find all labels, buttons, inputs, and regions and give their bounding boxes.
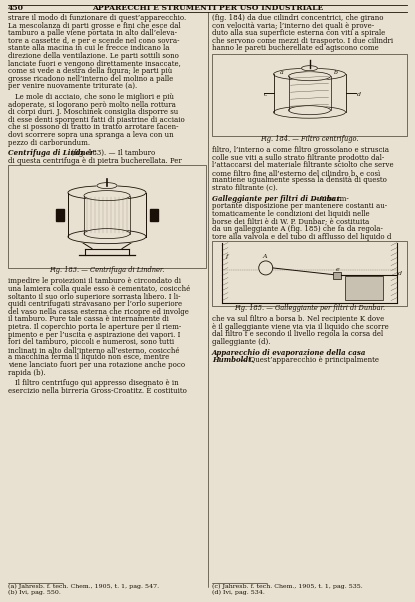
Text: per venire nuovamente triturate (a).: per venire nuovamente triturate (a). [8, 82, 137, 90]
Text: Fig. 185. — Galleggiante per filtri di Dunbar.: Fig. 185. — Galleggiante per filtri di D… [234, 304, 385, 312]
Bar [212, 54, 407, 137]
Text: quidi centrifugati stravasano per l’orlo superiore: quidi centrifugati stravasano per l’orlo… [8, 300, 182, 308]
Text: di esse denti sporgenti fatti di piastrine di acciaio: di esse denti sporgenti fatti di piastri… [8, 116, 185, 124]
Text: pimento e per l’uscita e aspirazione dei vapori. I: pimento e per l’uscita e aspirazione dei… [8, 330, 181, 339]
Text: una lamiera colla quale esso è cementato, cosicché: una lamiera colla quale esso è cementato… [8, 285, 190, 293]
Text: A: A [263, 254, 267, 259]
Text: il tamburo. Pure tale cassa è internamente di: il tamburo. Pure tale cassa è internamen… [8, 315, 169, 323]
Text: a: a [279, 70, 283, 75]
Text: adoperate, si logorano però molto nella rottura: adoperate, si logorano però molto nella … [8, 101, 176, 108]
Text: esercizio nella birreria Gross-Croatitz. È costituito: esercizio nella birreria Gross-Croatitz.… [8, 387, 187, 395]
Text: dal filtro f e secondo il livello regola la corsa del: dal filtro f e secondo il livello regola… [212, 330, 383, 338]
Ellipse shape [288, 72, 330, 81]
Text: duto alla sua superficie esterna con viti a spirale: duto alla sua superficie esterna con vit… [212, 29, 385, 37]
Text: b: b [334, 70, 337, 75]
Text: hanno le pareti bucherellate ed agiscono come: hanno le pareti bucherellate ed agiscono… [212, 45, 379, 52]
Text: Le mole di acciaio, che sono le migliori e più: Le mole di acciaio, che sono le migliori… [8, 93, 174, 101]
Text: borse dei filtri è di W. P. Dunbar; è costituita: borse dei filtri è di W. P. Dunbar; è co… [212, 217, 369, 225]
Text: Fig. 183. — Centrifuga di Lindner.: Fig. 183. — Centrifuga di Lindner. [49, 267, 165, 275]
Text: che si possono di tratto in tratto arrotare facen-: che si possono di tratto in tratto arrot… [8, 123, 178, 131]
Ellipse shape [68, 229, 146, 244]
Ellipse shape [288, 106, 330, 115]
Text: come filtro fine all’esterno del cilindro b, e così: come filtro fine all’esterno del cilindr… [212, 169, 380, 177]
Text: direzione della ventilazione. Le parti sottili sono: direzione della ventilazione. Le parti s… [8, 52, 179, 60]
Text: è il galleggiante viene via via il liquido che scorre: è il galleggiante viene via via il liqui… [212, 323, 389, 331]
Text: colle sue viti a sullo strato filtrante prodotto dal-: colle sue viti a sullo strato filtrante … [212, 154, 384, 161]
Text: d: d [398, 271, 402, 276]
Text: pietra. Il coperchio porta le aperture per il riem-: pietra. Il coperchio porta le aperture p… [8, 323, 181, 331]
Text: strare il modo di funzionare di quest’apparecchio.: strare il modo di funzionare di quest’ap… [8, 14, 186, 22]
Text: Il filtro centrifugo qui appresso disegnato è in: Il filtro centrifugo qui appresso disegn… [8, 379, 178, 387]
Text: grosse ricadono nell’interno del molino a palle: grosse ricadono nell’interno del molino … [8, 75, 173, 83]
Text: galleggiante (d).: galleggiante (d). [212, 338, 271, 346]
Text: 450: 450 [8, 4, 24, 11]
Bar [8, 166, 206, 268]
Text: — Una im-: — Una im- [309, 194, 349, 203]
Bar [150, 209, 158, 221]
Text: da un galleggiante A (fig. 185) che fa da regola-: da un galleggiante A (fig. 185) che fa d… [212, 225, 383, 233]
Text: Humboldt.: Humboldt. [212, 356, 254, 364]
Text: (c) Jahresb. f. tech. Chem., 1905, t. 1, pag. 535.: (c) Jahresb. f. tech. Chem., 1905, t. 1,… [212, 584, 363, 589]
Ellipse shape [68, 185, 146, 200]
Text: del vaso nella cassa esterna che ricopre ed involge: del vaso nella cassa esterna che ricopre… [8, 308, 189, 316]
Text: f: f [225, 254, 227, 259]
Text: (b) Ivi, pag. 550.: (b) Ivi, pag. 550. [8, 590, 61, 595]
Text: filtro, l’interno a come filtro grossolano e struscia: filtro, l’interno a come filtro grossola… [212, 146, 389, 154]
Text: come si vede a destra della figura; le parti più: come si vede a destra della figura; le p… [8, 67, 172, 75]
Text: La mescolanza di parti grosse e fini che esce dal: La mescolanza di parti grosse e fini che… [8, 22, 181, 29]
Text: K: K [361, 285, 366, 290]
Text: strato filtrante (c).: strato filtrante (c). [212, 184, 278, 192]
Bar [333, 272, 341, 279]
Text: APPARECCHI E STRUMENTI PER USO INDUSTRIALE: APPARECCHI E STRUMENTI PER USO INDUSTRIA… [92, 4, 323, 11]
Text: dovi scorrere sopra una spranga a leva con un: dovi scorrere sopra una spranga a leva c… [8, 131, 173, 139]
Text: l’attaccarsi del materiale filtrante sciolto che serve: l’attaccarsi del materiale filtrante sci… [212, 161, 393, 169]
Text: c: c [264, 92, 267, 97]
Ellipse shape [273, 68, 346, 80]
Ellipse shape [302, 66, 317, 70]
Text: portante disposizione per mantenere costanti au-: portante disposizione per mantenere cost… [212, 202, 387, 210]
Text: che va sul filtro a borsa b. Nel recipiente K dove: che va sul filtro a borsa b. Nel recipie… [212, 315, 384, 323]
Text: impedire le proiezioni il tamburo è circondato di: impedire le proiezioni il tamburo è circ… [8, 278, 181, 285]
Text: di corpi duri. J. Moschinek consiglia disporre su: di corpi duri. J. Moschinek consiglia di… [8, 108, 178, 116]
Text: Galleggiante per filtri di Dunbar.: Galleggiante per filtri di Dunbar. [212, 194, 342, 203]
Text: a macchina ferma il liquido non esce, mentre: a macchina ferma il liquido non esce, me… [8, 353, 169, 361]
Text: fori del tamburo, piccoli e numerosi, sono tutti: fori del tamburo, piccoli e numerosi, so… [8, 338, 174, 346]
Text: Apparecchio di evaporazione della casa: Apparecchio di evaporazione della casa [212, 349, 366, 356]
Text: inclinati in alto dall’interno all’esterno, cosicché: inclinati in alto dall’interno all’ester… [8, 346, 180, 354]
Text: e: e [336, 267, 339, 272]
Bar [56, 209, 64, 221]
Text: d: d [356, 92, 361, 97]
Text: tore a cassette d, e per e scende nel cono sovra-: tore a cassette d, e per e scende nel co… [8, 37, 180, 45]
Ellipse shape [84, 229, 130, 238]
Text: (a) Jahresb. f. tech. Chem., 1905, t. 1, pag. 547.: (a) Jahresb. f. tech. Chem., 1905, t. 1,… [8, 584, 159, 589]
Text: Fig. 184. — Filtro centrifugo.: Fig. 184. — Filtro centrifugo. [260, 135, 359, 143]
Text: viene lanciato fuori per una rotazione anche poco: viene lanciato fuori per una rotazione a… [8, 361, 185, 369]
Text: (d) Ivi, pag. 534.: (d) Ivi, pag. 534. [212, 590, 265, 595]
Text: tore alla valvola e del tubo di afflusso del liquido d: tore alla valvola e del tubo di afflusso… [212, 232, 391, 241]
Circle shape [259, 261, 273, 275]
Text: pezzo di carborundum.: pezzo di carborundum. [8, 138, 90, 147]
Text: con velocità varia; l’interno dei quali è prove-: con velocità varia; l’interno dei quali … [212, 22, 374, 29]
Text: di questa centrifuga è di pietra bucherellata. Per: di questa centrifuga è di pietra buchere… [8, 157, 182, 165]
Text: che servono come mezzi di trasporto. I due cilindri: che servono come mezzi di trasporto. I d… [212, 37, 393, 45]
Text: tamburo a palle viene portata in alto dall’eleva-: tamburo a palle viene portata in alto da… [8, 29, 177, 37]
Text: rapida (b).: rapida (b). [8, 368, 46, 377]
Bar [212, 241, 407, 306]
Text: lanciate fuori e vengono direttamente insaccate,: lanciate fuori e vengono direttamente in… [8, 60, 181, 67]
Text: mantiene ugualmente spessa la densità di questo: mantiene ugualmente spessa la densità di… [212, 176, 387, 184]
Text: Centrifuga di Lindner: Centrifuga di Lindner [8, 149, 94, 157]
Ellipse shape [84, 191, 130, 200]
Text: soltanto il suo orlo superiore sorrasta libero. I li-: soltanto il suo orlo superiore sorrasta … [8, 293, 181, 300]
Text: stante alla macina in cui le frecce indicano la: stante alla macina in cui le frecce indi… [8, 45, 169, 52]
Text: — Quest’apparecchio è principalmente: — Quest’apparecchio è principalmente [238, 356, 378, 364]
Text: tomaticamente le condizioni dei liquidi nelle: tomaticamente le condizioni dei liquidi … [212, 210, 370, 218]
Ellipse shape [273, 106, 346, 118]
Text: (fig. 184) da due cilindri concentrici, che girano: (fig. 184) da due cilindri concentrici, … [212, 14, 383, 22]
Ellipse shape [97, 182, 117, 188]
Text: (fig. 183). — Il tamburo: (fig. 183). — Il tamburo [69, 149, 156, 157]
Bar [344, 276, 383, 300]
